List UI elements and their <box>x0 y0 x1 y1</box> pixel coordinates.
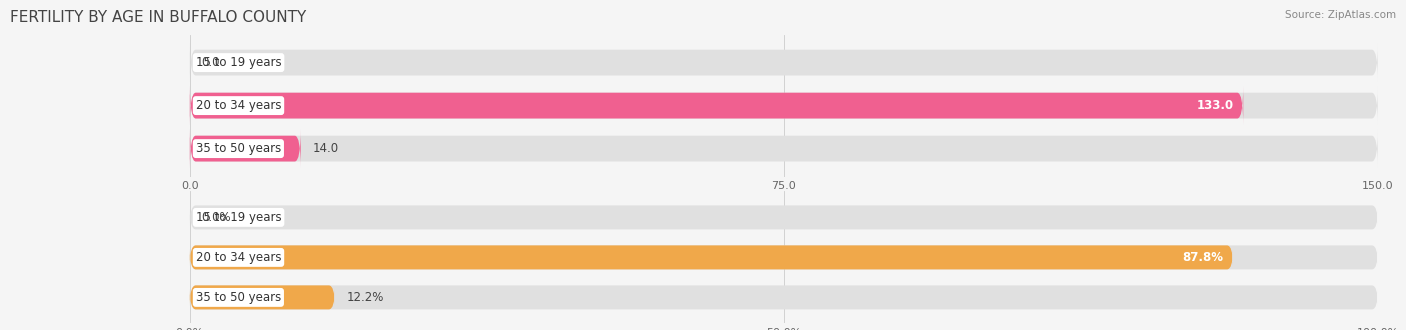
FancyBboxPatch shape <box>190 86 1378 125</box>
Text: 20 to 34 years: 20 to 34 years <box>195 251 281 264</box>
Text: 35 to 50 years: 35 to 50 years <box>195 291 281 304</box>
FancyBboxPatch shape <box>190 285 335 310</box>
Text: Source: ZipAtlas.com: Source: ZipAtlas.com <box>1285 10 1396 20</box>
Text: 15 to 19 years: 15 to 19 years <box>195 211 281 224</box>
Text: 15 to 19 years: 15 to 19 years <box>195 56 281 69</box>
FancyBboxPatch shape <box>190 246 1233 269</box>
FancyBboxPatch shape <box>190 129 301 168</box>
Text: 0.0%: 0.0% <box>201 211 232 224</box>
Text: FERTILITY BY AGE IN BUFFALO COUNTY: FERTILITY BY AGE IN BUFFALO COUNTY <box>10 10 307 25</box>
FancyBboxPatch shape <box>190 129 1378 168</box>
FancyBboxPatch shape <box>190 43 1378 82</box>
Text: 87.8%: 87.8% <box>1182 251 1223 264</box>
FancyBboxPatch shape <box>190 205 1378 229</box>
Text: 20 to 34 years: 20 to 34 years <box>195 99 281 112</box>
FancyBboxPatch shape <box>190 246 1378 269</box>
FancyBboxPatch shape <box>190 285 1378 310</box>
Text: 14.0: 14.0 <box>312 142 339 155</box>
Text: 0.0: 0.0 <box>201 56 221 69</box>
Text: 35 to 50 years: 35 to 50 years <box>195 142 281 155</box>
Text: 12.2%: 12.2% <box>347 291 384 304</box>
FancyBboxPatch shape <box>190 86 1243 125</box>
Text: 133.0: 133.0 <box>1197 99 1233 112</box>
